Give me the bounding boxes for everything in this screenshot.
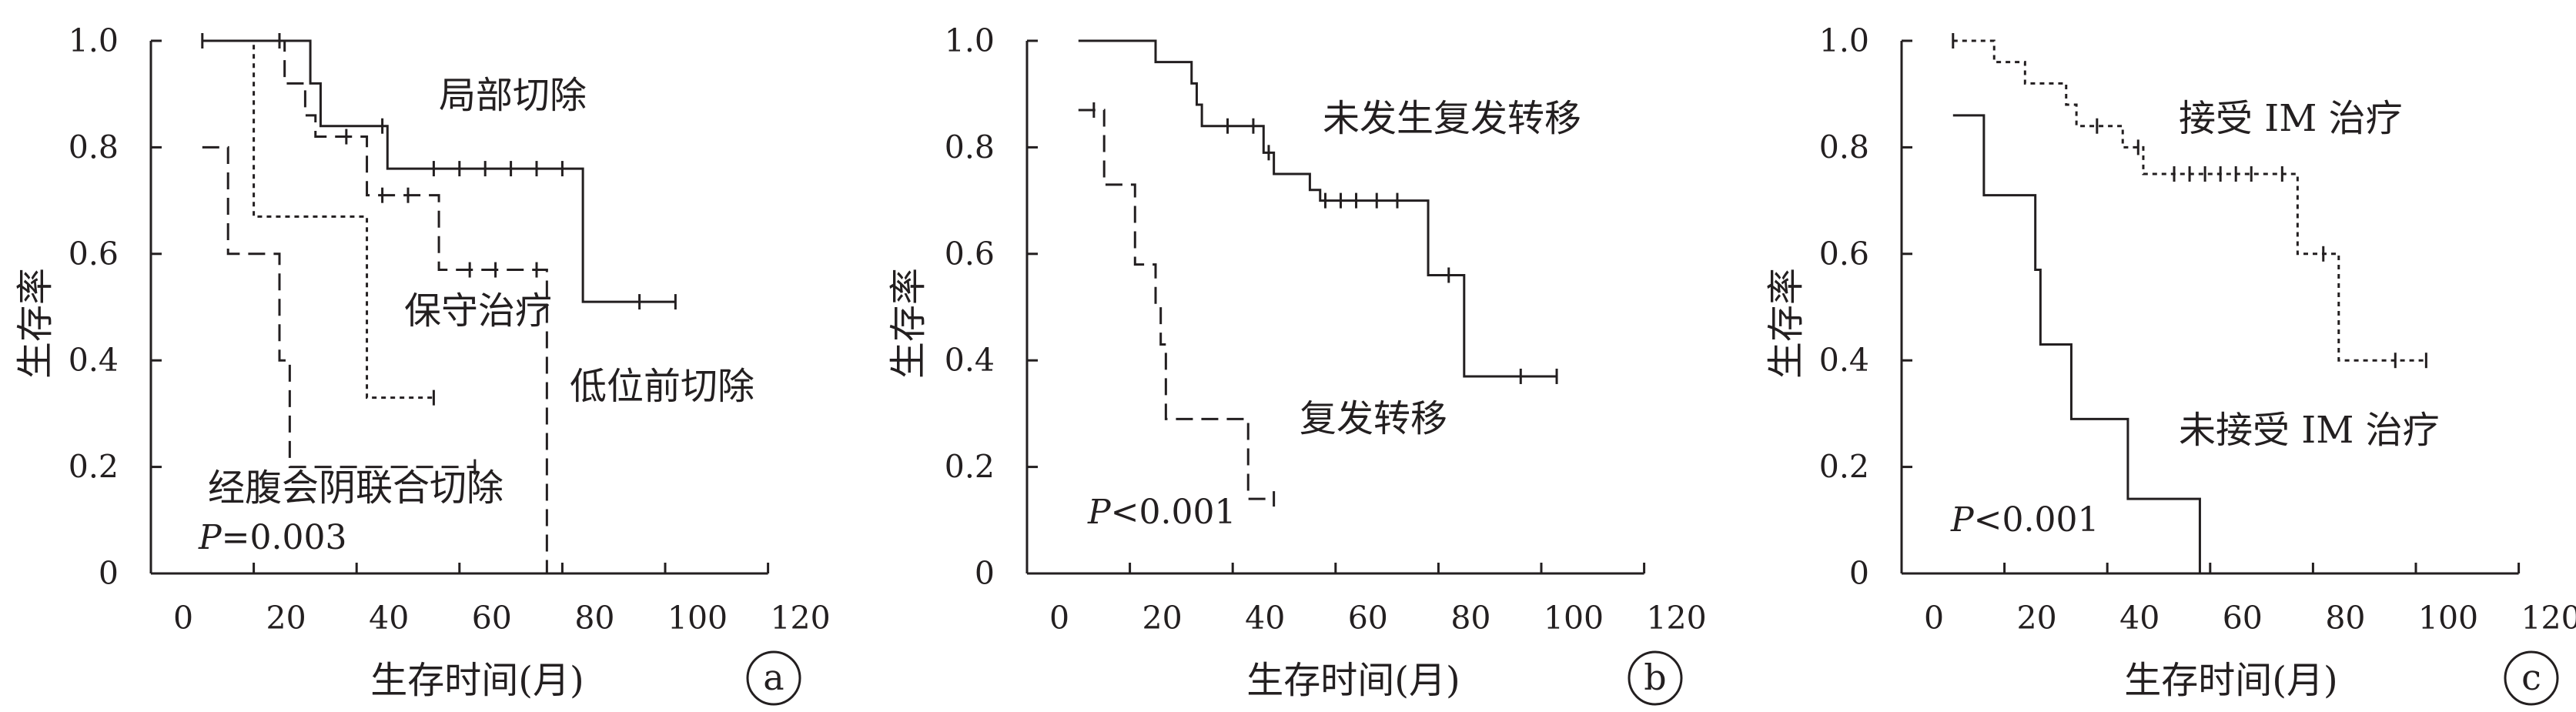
x-axis-title: 生存时间(月)	[1246, 659, 1460, 702]
x-tick-label: 60	[1348, 600, 1388, 637]
x-tick-label: 20	[266, 600, 306, 637]
x-tick-label: 80	[574, 600, 614, 637]
y-tick-label: 0.4	[69, 342, 119, 379]
y-axis-title: 生存率	[14, 268, 57, 379]
y-tick-label: 0.2	[69, 449, 119, 486]
series-label: 低位前切除	[570, 365, 754, 408]
y-tick-label: 0	[975, 555, 995, 592]
axes	[1900, 39, 2521, 575]
axes	[1025, 39, 1646, 575]
series-label: 接受 IM 治疗	[2179, 97, 2403, 140]
y-axis-title: 生存率	[1765, 268, 1808, 379]
series-label: 经腹会阴联合切除	[208, 466, 503, 510]
x-tick-label: 40	[1245, 600, 1285, 637]
y-tick-label: 0	[1849, 555, 1869, 592]
y-tick-label: 1.0	[945, 22, 995, 59]
km-curve-0	[1952, 39, 2427, 362]
x-tick-label: 120	[1646, 600, 1706, 637]
y-tick-label: 0.4	[945, 342, 995, 379]
x-tick-label: 0	[1049, 600, 1069, 637]
x-tick-label: 20	[1142, 600, 1183, 637]
km-curve-0	[1078, 39, 1557, 378]
x-tick-label: 60	[472, 600, 512, 637]
svg-text:a: a	[763, 657, 784, 698]
x-tick-label: 120	[770, 600, 830, 637]
y-axis-title: 生存率	[887, 268, 930, 379]
p-value: P<0.001	[1950, 500, 2099, 540]
x-tick-label: 80	[1450, 600, 1490, 637]
km-curve-3	[202, 145, 475, 469]
x-tick-label: 0	[173, 600, 193, 637]
x-axis-title: 生存时间(月)	[370, 659, 584, 702]
svg-text:b: b	[1644, 657, 1666, 698]
x-tick-label: 40	[369, 600, 409, 637]
x-tick-label: 60	[2223, 600, 2263, 637]
y-tick-label: 0.2	[945, 449, 995, 486]
panel-badge: a	[746, 650, 801, 706]
x-tick-label: 20	[2017, 600, 2057, 637]
x-tick-label: 80	[2325, 600, 2365, 637]
y-tick-label: 0.6	[945, 236, 995, 272]
panel-b: 0 0.2 0.4 0.6 0.8 1.0 0 20 40 60 80 100 120 生存率生存时间(月…	[887, 22, 1707, 706]
km-curve-2	[202, 39, 434, 399]
series-label: 复发转移	[1300, 397, 1447, 440]
series-label: 局部切除	[439, 74, 587, 117]
p-value: P<0.001	[1087, 493, 1236, 532]
x-tick-label: 100	[667, 600, 728, 637]
y-tick-label: 0	[99, 555, 119, 592]
km-curve-1	[1952, 114, 2201, 573]
x-tick-label: 120	[2521, 600, 2576, 637]
km-curve-0	[202, 39, 676, 303]
x-tick-label: 0	[1924, 600, 1944, 637]
panel-c: 0 0.2 0.4 0.6 0.8 1.0 0 20 40 60 80 100 120 生存率生存时间(月…	[1765, 22, 2576, 706]
panel-badge: c	[2504, 650, 2559, 706]
axes	[149, 39, 770, 575]
y-tick-label: 1.0	[69, 22, 119, 59]
series-label: 保守治疗	[404, 289, 552, 333]
panel-badge: b	[1628, 650, 1683, 706]
x-tick-label: 100	[2418, 600, 2478, 637]
y-tick-label: 0.2	[1819, 449, 1869, 486]
y-tick-label: 0.8	[69, 129, 119, 165]
y-tick-label: 0.6	[1819, 236, 1869, 272]
y-tick-label: 0.6	[69, 236, 119, 272]
x-axis-title: 生存时间(月)	[2124, 659, 2337, 702]
svg-text:c: c	[2521, 657, 2541, 698]
x-tick-label: 100	[1544, 600, 1604, 637]
series-label: 未接受 IM 治疗	[2179, 409, 2440, 452]
panel-a: 0 0.2 0.4 0.6 0.8 1.0 0 20 40 60 80 100 120 生存率生存时间(月…	[14, 22, 831, 706]
y-tick-label: 0.4	[1819, 342, 1869, 379]
x-tick-label: 40	[2119, 600, 2159, 637]
p-value: P=0.003	[198, 518, 346, 557]
series-label: 未发生复发转移	[1323, 97, 1581, 140]
km-curve-1	[1078, 109, 1274, 500]
y-tick-label: 1.0	[1819, 22, 1869, 59]
y-tick-label: 0.8	[945, 129, 995, 165]
km-curve-1	[202, 39, 548, 573]
y-tick-label: 0.8	[1819, 129, 1869, 165]
